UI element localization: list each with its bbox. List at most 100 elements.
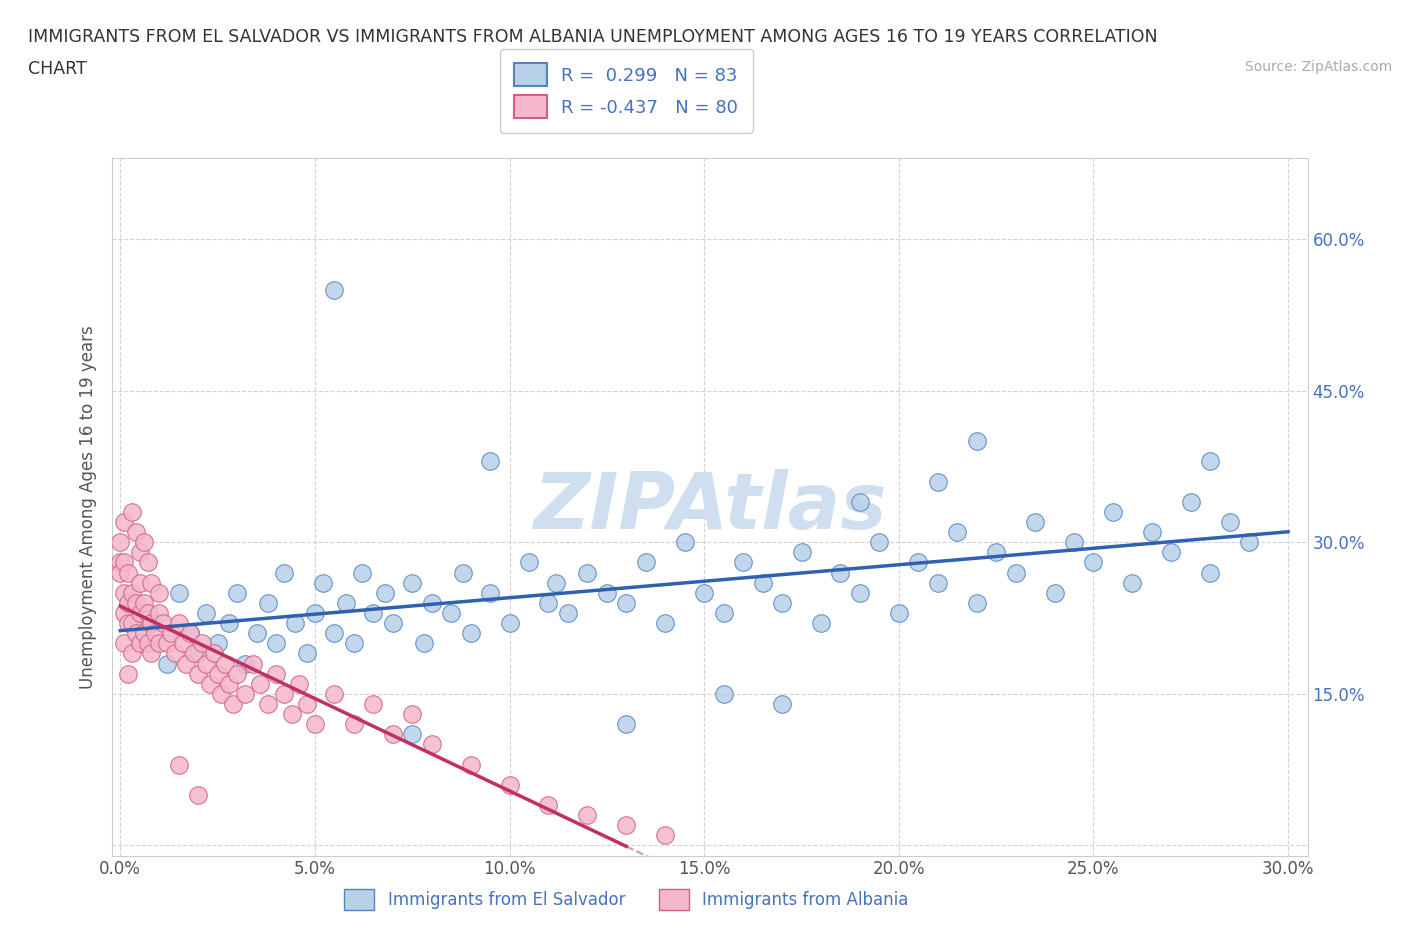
Point xyxy=(401,576,423,591)
Point xyxy=(125,525,148,539)
Point xyxy=(187,666,209,681)
Point xyxy=(546,576,568,591)
Point xyxy=(363,697,385,711)
Point xyxy=(1180,495,1202,510)
Point xyxy=(110,555,132,570)
Point xyxy=(112,514,135,529)
Point xyxy=(733,555,755,570)
Point xyxy=(343,717,366,732)
Point xyxy=(273,686,295,701)
Point xyxy=(280,707,302,722)
Point xyxy=(128,636,150,651)
Point xyxy=(242,656,264,671)
Point xyxy=(207,666,229,681)
Point xyxy=(849,585,872,600)
Point xyxy=(148,585,170,600)
Point xyxy=(112,555,135,570)
Point xyxy=(350,565,373,580)
Point xyxy=(179,626,201,641)
Point xyxy=(1083,555,1105,570)
Point xyxy=(183,646,205,661)
Point xyxy=(245,626,267,641)
Point xyxy=(128,576,150,591)
Point xyxy=(198,676,221,691)
Point xyxy=(479,585,502,600)
Point xyxy=(121,646,143,661)
Point xyxy=(946,525,969,539)
Point xyxy=(136,555,159,570)
Point xyxy=(226,666,249,681)
Point xyxy=(121,504,143,519)
Point xyxy=(148,636,170,651)
Point xyxy=(148,605,170,620)
Point xyxy=(654,828,676,843)
Point xyxy=(187,788,209,803)
Point xyxy=(381,727,404,742)
Point xyxy=(128,636,150,651)
Point xyxy=(163,646,186,661)
Point xyxy=(1160,545,1182,560)
Point xyxy=(110,565,132,580)
Point xyxy=(986,545,1008,560)
Point xyxy=(125,595,148,610)
Point xyxy=(363,605,385,620)
Point xyxy=(233,686,256,701)
Point xyxy=(141,646,163,661)
Point xyxy=(304,605,326,620)
Point xyxy=(614,717,637,732)
Point xyxy=(160,626,183,641)
Point xyxy=(1063,535,1085,550)
Point xyxy=(596,585,619,600)
Point xyxy=(374,585,396,600)
Point xyxy=(295,697,318,711)
Point xyxy=(249,676,271,691)
Point xyxy=(226,585,249,600)
Point xyxy=(614,595,637,610)
Point xyxy=(264,666,287,681)
Point xyxy=(1043,585,1066,600)
Point xyxy=(557,605,579,620)
Point xyxy=(295,646,318,661)
Point xyxy=(498,777,520,792)
Point xyxy=(673,535,696,550)
Point xyxy=(479,454,502,469)
Point xyxy=(112,585,135,600)
Point xyxy=(868,535,890,550)
Point xyxy=(312,576,335,591)
Point xyxy=(713,605,735,620)
Point xyxy=(335,595,357,610)
Point xyxy=(537,798,560,813)
Point xyxy=(167,757,190,772)
Point xyxy=(420,737,443,751)
Point xyxy=(440,605,463,620)
Point xyxy=(167,585,190,600)
Point xyxy=(770,595,793,610)
Point xyxy=(790,545,813,560)
Point xyxy=(927,474,949,489)
Point xyxy=(323,282,346,297)
Point xyxy=(207,636,229,651)
Point xyxy=(112,636,135,651)
Point xyxy=(136,636,159,651)
Point xyxy=(194,605,217,620)
Point xyxy=(284,616,307,631)
Point xyxy=(830,565,852,580)
Point xyxy=(343,636,366,651)
Point xyxy=(693,585,716,600)
Point xyxy=(273,565,295,580)
Point xyxy=(218,616,240,631)
Text: ZIPAtlas: ZIPAtlas xyxy=(533,469,887,545)
Point xyxy=(288,676,311,691)
Point xyxy=(966,433,988,448)
Point xyxy=(498,616,520,631)
Point xyxy=(156,656,179,671)
Point xyxy=(125,626,148,641)
Point xyxy=(143,626,166,641)
Point xyxy=(117,666,139,681)
Point xyxy=(634,555,657,570)
Point xyxy=(218,676,240,691)
Text: Source: ZipAtlas.com: Source: ZipAtlas.com xyxy=(1244,60,1392,74)
Point xyxy=(517,555,540,570)
Point xyxy=(128,605,150,620)
Point xyxy=(1140,525,1163,539)
